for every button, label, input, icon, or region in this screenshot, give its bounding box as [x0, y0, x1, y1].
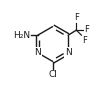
Text: F: F [82, 36, 87, 45]
Text: H₂N: H₂N [13, 31, 30, 40]
Text: Cl: Cl [49, 70, 57, 79]
Text: N: N [65, 48, 72, 57]
Text: F: F [84, 25, 89, 34]
Text: N: N [34, 48, 41, 57]
Text: F: F [74, 13, 79, 22]
